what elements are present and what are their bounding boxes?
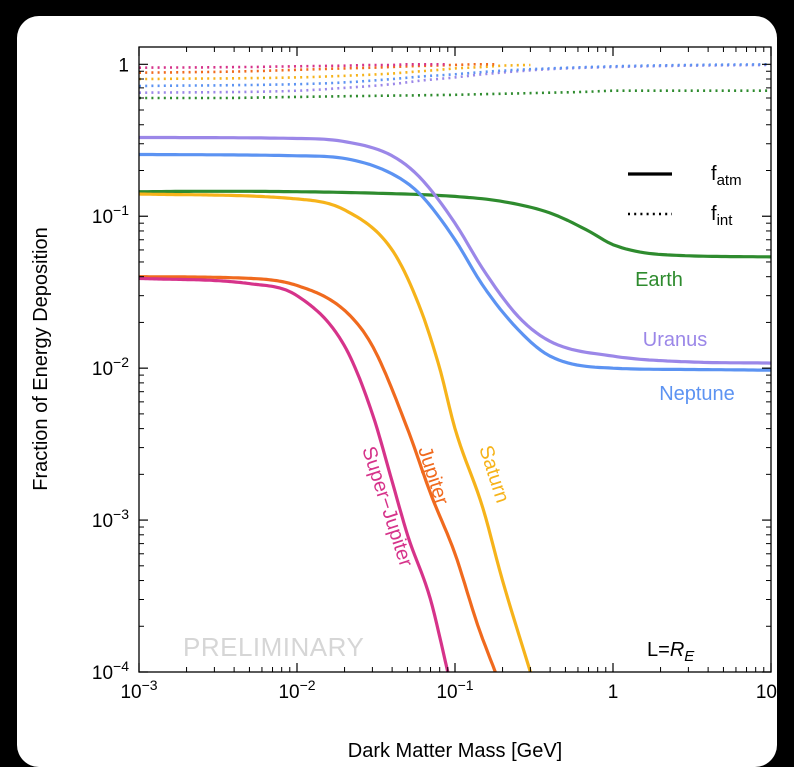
- curves-layer: [139, 63, 771, 672]
- x-axis-title: Dark Matter Mass [GeV]: [348, 740, 563, 762]
- earth-label: Earth: [635, 269, 683, 291]
- legend-label-f-atm: fatm: [711, 163, 742, 189]
- neptune-f-int-line: [139, 63, 771, 88]
- radius-annotation: L=RE: [647, 639, 695, 665]
- neptune-label: Neptune: [659, 383, 735, 405]
- neptune-f-atm-line: [139, 152, 771, 372]
- super-jupiter-f-int-line: [139, 63, 448, 69]
- y-axis-title: Fraction of Energy Deposition: [30, 227, 52, 490]
- y-tick-label: 10−3: [92, 506, 129, 532]
- y-tick-label: 10−4: [92, 658, 129, 684]
- uranus-label: Uranus: [643, 329, 707, 351]
- x-tick-label: 10−2: [278, 677, 315, 703]
- y-tick-label: 1: [118, 55, 129, 76]
- earth-f-atm-line: [139, 189, 771, 259]
- jupiter-f-atm-line: [139, 275, 497, 672]
- x-tick-label: 10−1: [436, 677, 473, 703]
- uranus-f-atm-line: [139, 135, 771, 365]
- x-tick-label: 10: [756, 682, 777, 703]
- legend-label-f-int: fint: [711, 203, 733, 229]
- super-jupiter-f-atm-line: [139, 276, 450, 672]
- figure-panel: Earth Uranus Neptune Saturn Jupiter Super−Jup…: [17, 16, 777, 767]
- y-tick-label: 10−2: [92, 354, 129, 380]
- energy-deposition-chart: EarthUranusNeptuneSaturnJupiterSuper−Jup…: [30, 46, 777, 762]
- y-tick-label: 10−1: [92, 202, 129, 228]
- saturn-f-atm-line: [139, 192, 532, 672]
- preliminary-watermark: PRELIMINARY: [183, 632, 364, 662]
- x-tick-label: 10−3: [120, 677, 157, 703]
- x-tick-label: 1: [608, 682, 619, 703]
- plot-background: [139, 47, 771, 672]
- legend: fatm fint: [628, 163, 742, 229]
